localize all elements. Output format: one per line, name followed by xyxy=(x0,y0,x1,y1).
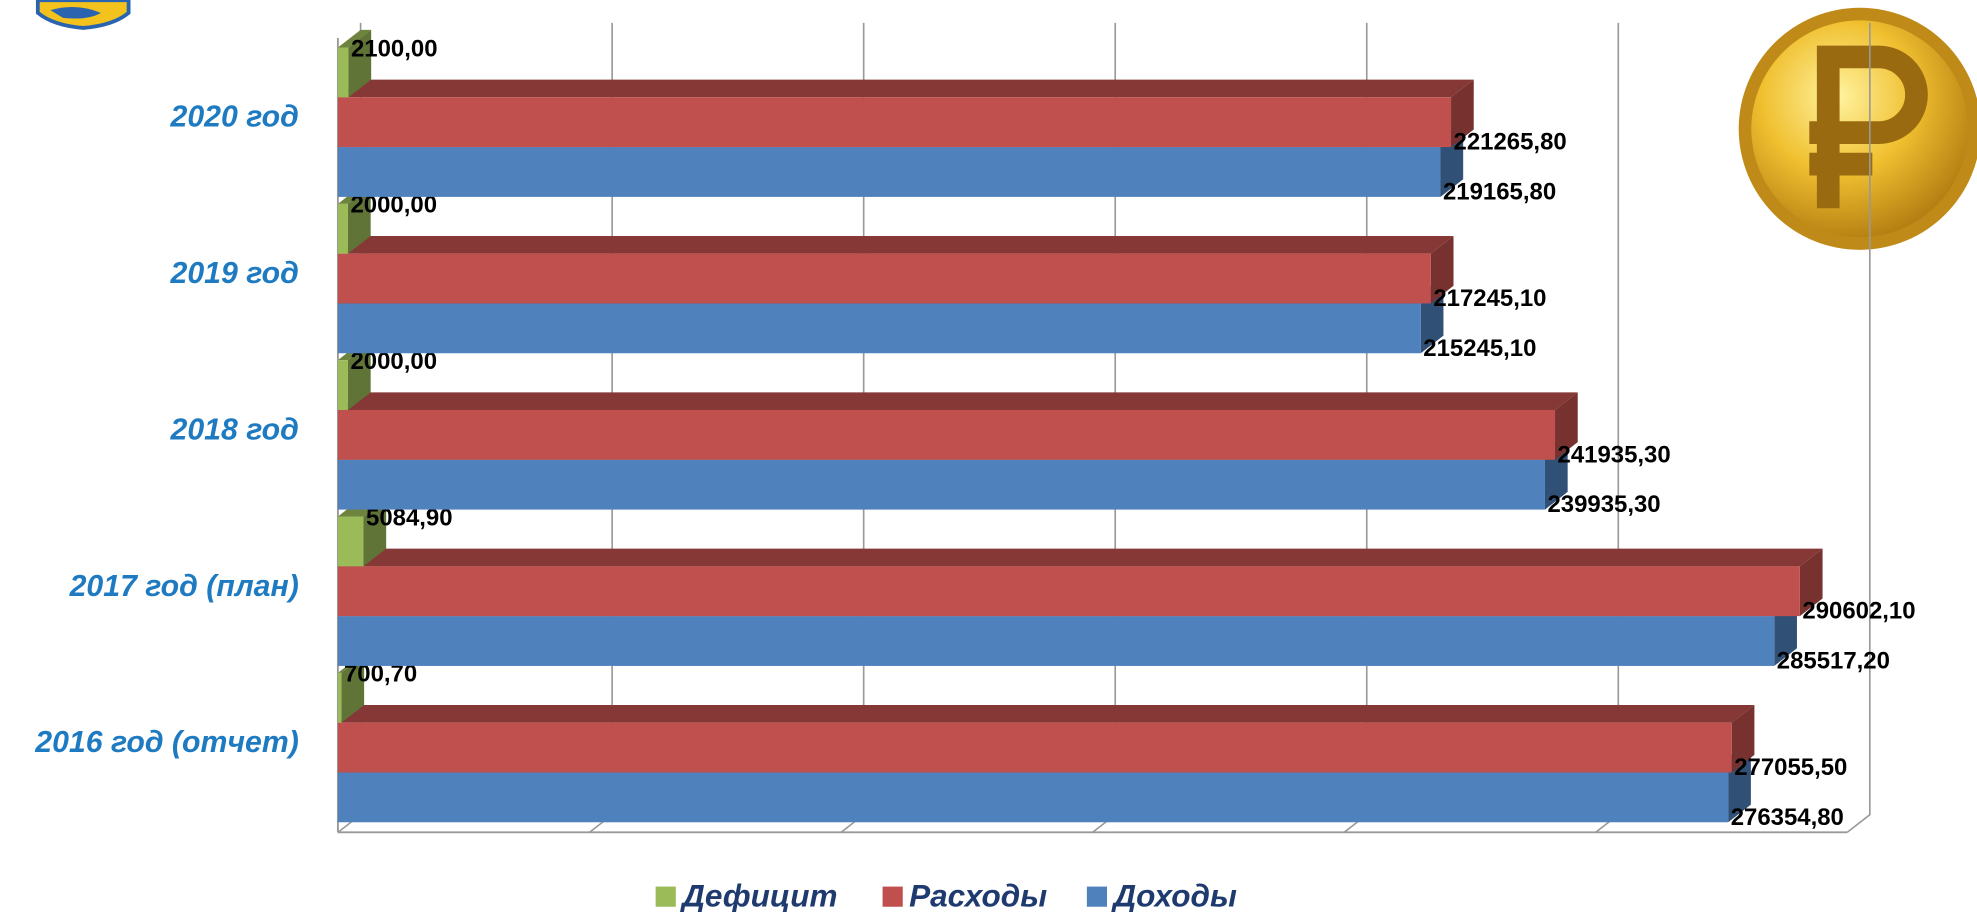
coin xyxy=(1738,7,1977,250)
bar-face xyxy=(337,409,1556,460)
value-label: 2100,00 xyxy=(351,35,438,62)
value-label: 290602,10 xyxy=(1802,598,1915,625)
bar-face xyxy=(348,29,372,98)
bar xyxy=(337,235,1454,304)
bar-face xyxy=(337,253,1431,304)
bar-face xyxy=(1731,705,1755,773)
category-label: 2017 год (план) xyxy=(69,570,299,603)
legend-swatch xyxy=(655,886,676,907)
legend-label: Расходы xyxy=(909,877,1047,912)
bar-face xyxy=(1430,235,1454,304)
value-label: 241935,30 xyxy=(1558,441,1671,468)
bar-face xyxy=(1799,548,1823,617)
bar-face xyxy=(337,203,348,254)
bar-face xyxy=(337,616,1775,666)
category-label: 2020 год xyxy=(170,101,299,134)
bar xyxy=(337,29,372,98)
bar-face xyxy=(347,342,371,410)
bar-face xyxy=(337,392,1578,410)
bar-face xyxy=(337,672,342,723)
value-label: 215245,10 xyxy=(1423,335,1536,362)
bar-face xyxy=(337,79,1474,98)
bar-face xyxy=(337,548,1823,567)
bar-face xyxy=(337,705,1755,723)
bar-face xyxy=(337,360,348,410)
value-label: 276354,80 xyxy=(1731,804,1844,831)
bar-face xyxy=(337,303,1421,354)
category-label: 2018 год xyxy=(170,413,299,446)
bar-face xyxy=(337,516,364,567)
bar xyxy=(337,548,1823,617)
logo xyxy=(35,0,131,30)
bar-face xyxy=(341,655,365,723)
bar-face xyxy=(337,47,349,98)
category-label: 2019 год xyxy=(170,257,299,290)
bar xyxy=(337,79,1474,148)
value-label: 217245,10 xyxy=(1433,285,1546,312)
bar-face xyxy=(1728,754,1751,823)
bar-face xyxy=(337,235,1454,254)
legend-swatch xyxy=(882,886,903,907)
legend-label: Дефицит xyxy=(679,877,837,912)
legend-label: Доходы xyxy=(1110,877,1237,912)
bar xyxy=(337,392,1578,460)
bar-face xyxy=(337,722,1732,773)
grid-line xyxy=(1846,22,1871,834)
bar-face xyxy=(337,97,1452,148)
value-label: 221265,80 xyxy=(1454,129,1567,156)
bar xyxy=(337,705,1755,773)
value-label: 219165,80 xyxy=(1443,178,1556,205)
bar-face xyxy=(337,29,372,48)
bar-face xyxy=(337,772,1729,823)
bar-face xyxy=(337,147,1441,197)
legend-swatch xyxy=(1086,886,1108,907)
bar-face xyxy=(347,186,371,254)
value-label: 285517,20 xyxy=(1777,647,1890,674)
bar-face xyxy=(337,459,1545,510)
value-label: 239935,30 xyxy=(1547,491,1660,518)
value-label: 277055,50 xyxy=(1734,754,1847,781)
bar-face xyxy=(337,566,1800,617)
bar-face xyxy=(363,498,387,567)
bar-face xyxy=(1451,79,1474,148)
plot-area: 2016 год (отчет)276354,80277055,50700,70… xyxy=(34,22,1916,913)
category-label: 2016 год (отчет) xyxy=(34,726,299,759)
bar-face xyxy=(1555,392,1578,460)
